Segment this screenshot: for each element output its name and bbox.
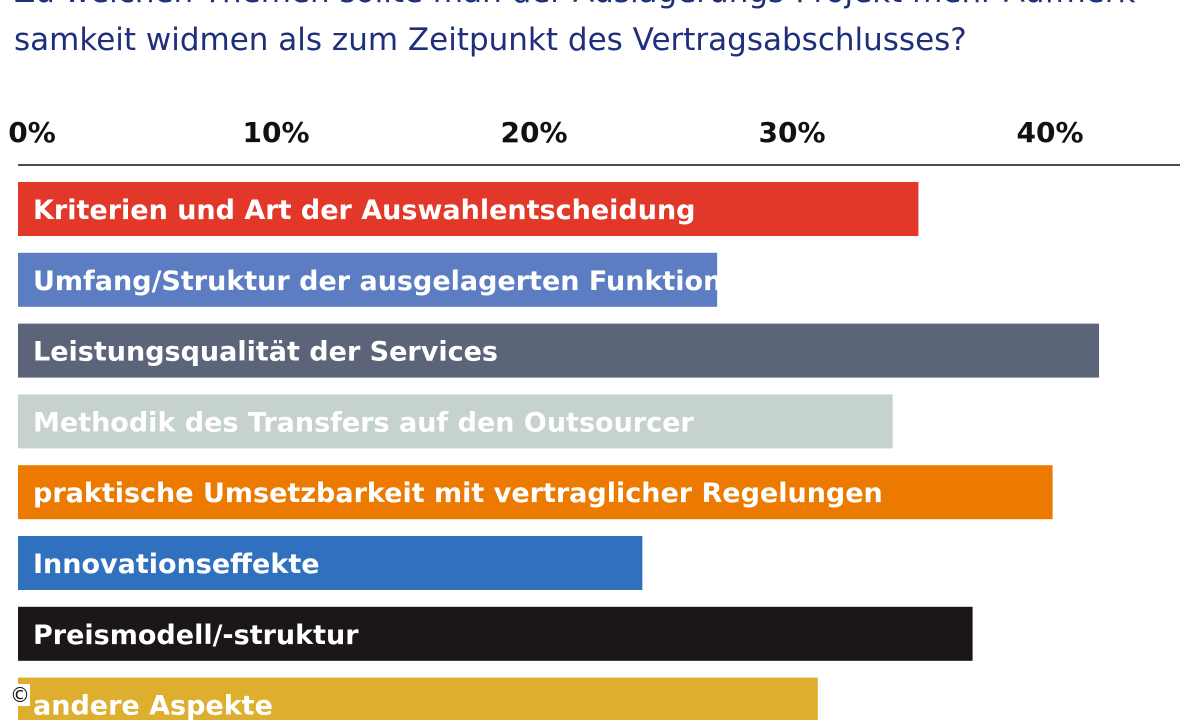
bar [18, 182, 919, 236]
x-tick-label: 20% [500, 116, 567, 149]
bar-label: Umfang/Struktur der ausgelagerten Funkti… [33, 266, 760, 297]
bar-label: praktische Umsetzbarkeit mit vertraglich… [33, 478, 883, 509]
x-tick-label: 0% [8, 116, 56, 149]
x-tick-label: 40% [1016, 116, 1083, 149]
chart-title-line-1: Zu welchen Themen sollte man der Auslage… [14, 0, 1147, 14]
chart-title-line-2: samkeit widmen als zum Zeitpunkt des Ver… [14, 22, 967, 58]
bar [18, 323, 1100, 378]
bar [18, 536, 643, 590]
bar [18, 252, 718, 307]
bar-label: Methodik des Transfers auf den Outsource… [33, 407, 694, 438]
x-tick-label: 30% [758, 116, 825, 149]
x-tick-label: 10% [242, 116, 309, 149]
bar-label: andere Aspekte [33, 691, 273, 720]
bar [18, 677, 818, 720]
bar [18, 606, 973, 661]
copyright-symbol: © [10, 683, 30, 707]
bar [18, 465, 1053, 520]
bar-label: Kriterien und Art der Auswahlentscheidun… [33, 195, 696, 226]
bar-label: Innovationseffekte [33, 549, 320, 580]
bar-label: Preismodell/-struktur [33, 620, 359, 651]
bar [18, 394, 893, 449]
bar-label: Leistungsqualität der Services [33, 337, 498, 368]
